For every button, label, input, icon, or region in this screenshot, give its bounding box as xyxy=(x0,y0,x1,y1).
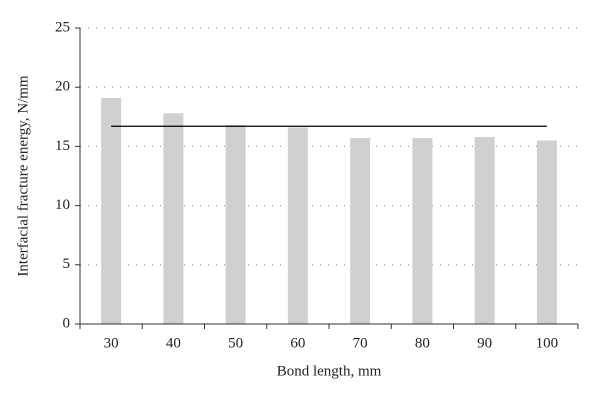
x-tick-label: 70 xyxy=(353,335,368,351)
y-axis-label: Interfacial fracture energy, N/mm xyxy=(15,75,31,276)
x-tick-label: 90 xyxy=(477,335,492,351)
bar xyxy=(287,127,308,325)
x-tick-label: 100 xyxy=(536,335,559,351)
x-tick-label: 60 xyxy=(290,335,305,351)
bar xyxy=(412,138,433,324)
y-tick-label: 0 xyxy=(63,315,71,331)
bar xyxy=(536,140,557,324)
y-tick-label: 20 xyxy=(55,79,70,95)
bar xyxy=(101,97,122,324)
x-tick-label: 80 xyxy=(415,335,430,351)
y-tick-label: 5 xyxy=(63,256,71,272)
bar xyxy=(163,113,184,324)
y-tick-label: 15 xyxy=(55,138,70,154)
bar xyxy=(474,136,495,324)
x-axis-label: Bond length, mm xyxy=(277,363,382,379)
bar xyxy=(225,125,246,324)
y-tick-label: 10 xyxy=(55,197,70,213)
x-tick-label: 50 xyxy=(228,335,243,351)
x-tick-label: 30 xyxy=(104,335,119,351)
y-tick-label: 25 xyxy=(55,19,70,35)
x-tick-label: 40 xyxy=(166,335,181,351)
bar xyxy=(350,138,371,324)
